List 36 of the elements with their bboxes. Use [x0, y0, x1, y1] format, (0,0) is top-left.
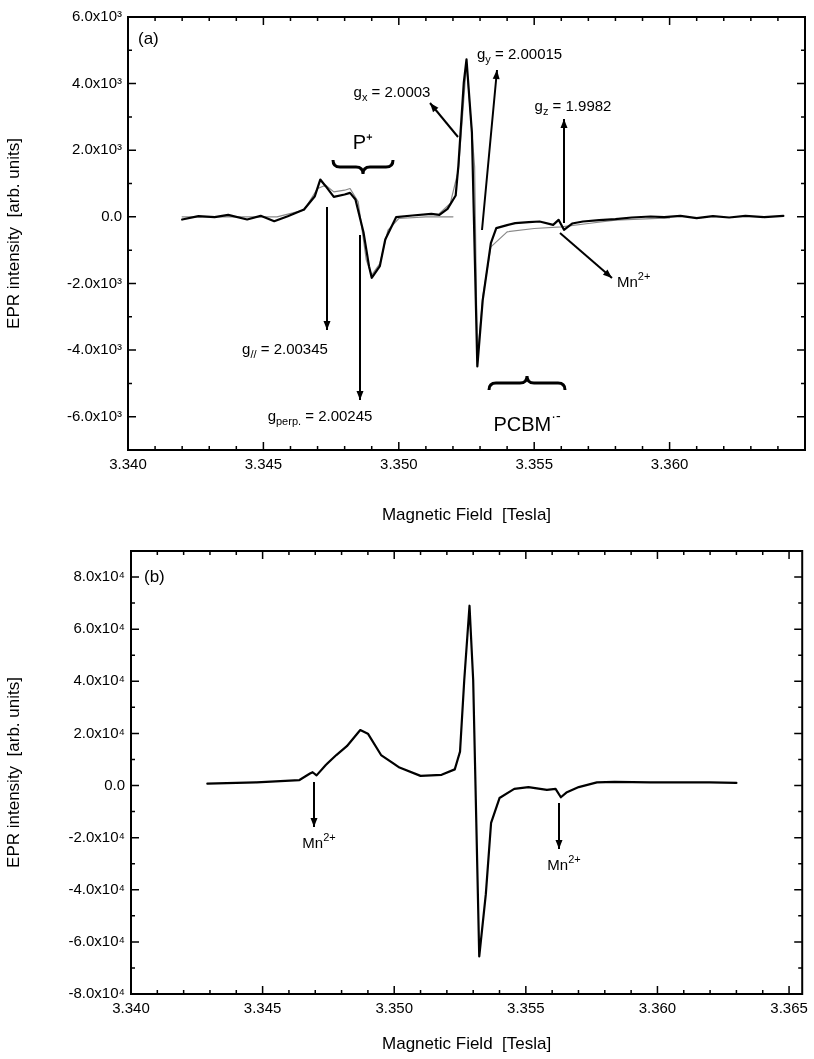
- y-tick-label: -4.0x10⁴: [68, 879, 125, 897]
- y-tick-label: 2.0x10⁴: [73, 723, 125, 741]
- y-tick-label: -2.0x10³: [66, 273, 122, 291]
- y-tick-label: 6.0x10⁴: [73, 619, 125, 637]
- annotation: g// = 2.00345: [242, 340, 328, 361]
- x-tick-label: 3.355: [507, 999, 545, 1017]
- y-tick-label: 4.0x10³: [71, 73, 122, 91]
- x-tick-label: 3.345: [243, 999, 282, 1017]
- x-tick-label: 3.340: [112, 999, 150, 1017]
- y-tick-label: 2.0x10³: [71, 140, 122, 158]
- x-tick-label: 3.345: [244, 455, 283, 473]
- x-tick-label: 3.365: [770, 999, 808, 1017]
- y-tick-label: 4.0x10⁴: [73, 671, 125, 689]
- y-tick-label: -8.0x10⁴: [68, 984, 125, 1002]
- annotation: P⁺: [352, 130, 374, 153]
- y-tick-label: -6.0x10³: [66, 406, 122, 424]
- x-tick-label: 3.360: [650, 455, 689, 473]
- annotation: PCBM·-: [493, 407, 561, 435]
- y-tick-label: 8.0x10⁴: [73, 567, 125, 585]
- y-tick-label: -2.0x10⁴: [68, 827, 125, 845]
- y-tick-label: -6.0x10⁴: [68, 932, 125, 950]
- y-tick-label: 0.0: [104, 775, 125, 793]
- x-tick-label: 3.350: [380, 455, 418, 473]
- y-axis-title: EPR intensity [arb. units]: [3, 677, 23, 868]
- x-axis-title: Magnetic Field [Tesla]: [382, 1034, 552, 1054]
- x-tick-label: 3.350: [375, 999, 413, 1017]
- x-axis-title: Magnetic Field [Tesla]: [381, 505, 552, 525]
- y-tick-label: 0.0: [101, 206, 122, 224]
- annotation: (a): [138, 28, 159, 48]
- annotation: (b): [144, 566, 165, 586]
- y-tick-label: 6.0x10³: [71, 7, 122, 25]
- y-tick-label: -4.0x10³: [66, 340, 122, 358]
- x-tick-label: 3.355: [515, 455, 553, 473]
- y-axis-title: EPR intensity [arb. units]: [3, 138, 23, 329]
- x-tick-label: 3.340: [109, 455, 147, 473]
- x-tick-label: 3.360: [638, 999, 677, 1017]
